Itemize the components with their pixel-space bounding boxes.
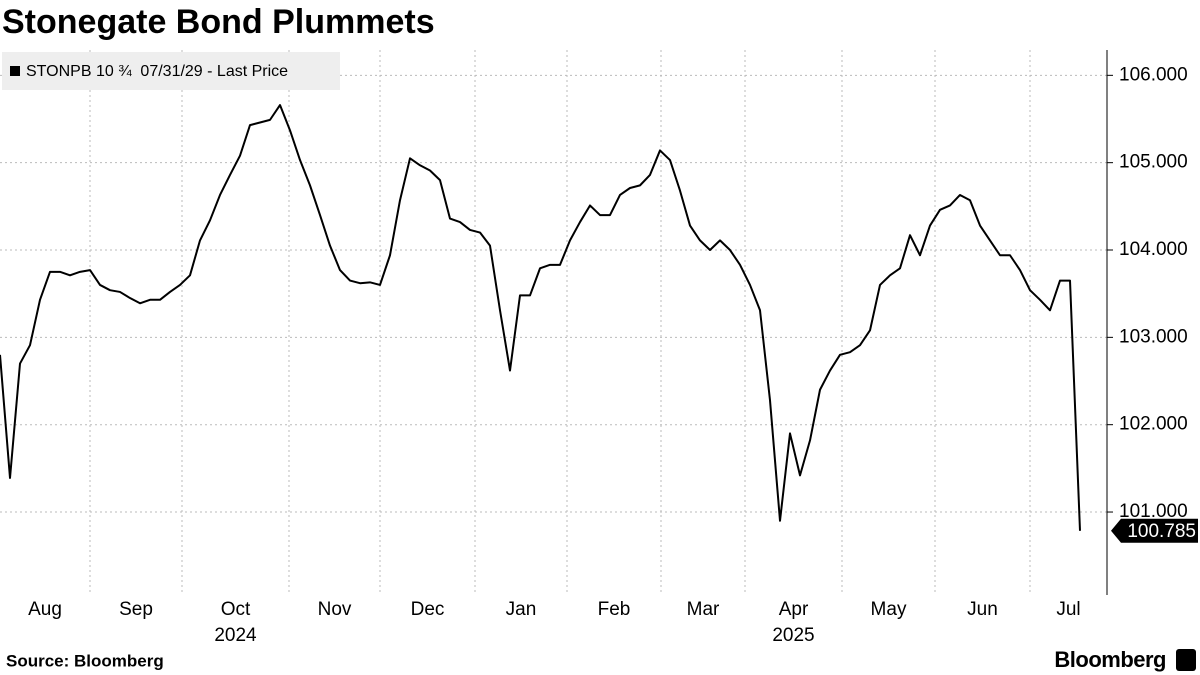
line — [0, 104, 1081, 531]
y-tick-label: 102.000 — [1119, 414, 1188, 435]
year-label: 2024 — [214, 625, 257, 646]
y-tick-label: 105.000 — [1119, 152, 1188, 173]
x-tick-label: Mar — [687, 599, 720, 620]
year-label: 2025 — [772, 625, 814, 646]
legend-label: STONPB 10 ¾ 07/31/29 - Last Price — [26, 63, 288, 80]
y-tick-label: 103.000 — [1119, 326, 1188, 347]
x-tick-label: Apr — [779, 599, 809, 620]
chart-title: Stonegate Bond Plummets — [2, 3, 435, 41]
brand: Bloomberg — [1054, 647, 1166, 672]
x-tick-label: Sep — [119, 599, 153, 620]
source: Source: Bloomberg — [6, 651, 164, 670]
last-price-label: 100.785 — [1127, 521, 1196, 542]
x-tick-label: Nov — [318, 599, 352, 620]
y-tick-label: 101.000 — [1119, 501, 1188, 522]
legend-swatch — [10, 66, 20, 76]
brand-icon — [1176, 649, 1196, 671]
x-tick-label: Dec — [411, 599, 445, 620]
last-price-tag — [1111, 518, 1198, 543]
x-tick-label: Jun — [967, 599, 998, 620]
x-tick-label: Jan — [506, 599, 537, 620]
x-tick-label: Aug — [28, 599, 62, 620]
y-tick-label: 104.000 — [1119, 239, 1188, 260]
x-tick-label: Feb — [598, 599, 631, 620]
legend-box — [2, 52, 340, 90]
x-tick-label: Oct — [221, 599, 251, 620]
y-tick-label: 106.000 — [1119, 64, 1188, 85]
x-tick-label: Jul — [1056, 599, 1080, 620]
x-tick-label: May — [871, 599, 907, 620]
